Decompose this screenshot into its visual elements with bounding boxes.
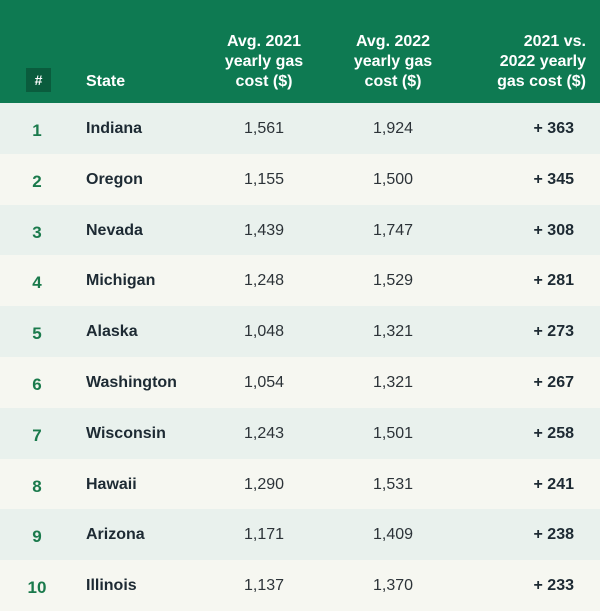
- change: + 308: [533, 221, 574, 239]
- table-header: # State Avg. 2021 yearly gas cost ($) Av…: [0, 0, 600, 103]
- cost-2021: 1,561: [243, 120, 285, 137]
- header-change: 2021 vs. 2022 yearly gas cost ($): [497, 33, 586, 90]
- rank: 8: [32, 476, 42, 496]
- cost-2021: 1,137: [243, 577, 285, 595]
- rank: 10: [27, 578, 47, 598]
- header-2021: Avg. 2021 yearly gas cost ($): [224, 33, 304, 90]
- table-row: 5 Alaska 1,048 1,321 + 273: [0, 306, 600, 358]
- cost-2021: 1,171: [243, 526, 285, 544]
- state: Alaska: [86, 323, 138, 341]
- table-row: 6 Washington 1,054 1,321 + 267: [0, 357, 600, 408]
- change: + 273: [533, 323, 574, 341]
- cost-2022: 1,529: [372, 272, 414, 290]
- change: + 363: [533, 120, 574, 137]
- change: + 258: [533, 424, 574, 442]
- rank: 4: [32, 273, 42, 293]
- cost-2022: 1,321: [372, 323, 414, 341]
- header-rank: #: [26, 68, 51, 92]
- change: + 241: [533, 475, 574, 493]
- state: Washington: [86, 374, 177, 391]
- change: + 281: [533, 272, 574, 290]
- state: Oregon: [86, 170, 143, 188]
- cost-2022: 1,370: [372, 577, 414, 595]
- rank: 9: [32, 527, 42, 547]
- cost-2022: 1,500: [372, 170, 414, 188]
- state: Indiana: [86, 120, 143, 137]
- cost-2022: 1,531: [372, 475, 414, 493]
- cost-2021: 1,048: [243, 323, 285, 341]
- rank: 2: [32, 171, 42, 191]
- table-row: 7 Wisconsin 1,243 1,501 + 258: [0, 407, 600, 459]
- rank: 6: [32, 375, 42, 394]
- cost-2021: 1,155: [243, 170, 285, 188]
- cost-2022: 1,747: [372, 221, 414, 239]
- state: Michigan: [86, 272, 156, 290]
- cost-2022: 1,924: [372, 120, 414, 137]
- change: + 238: [533, 526, 574, 544]
- table-row: 2 Oregon 1,155 1,500 + 345: [0, 153, 600, 205]
- change: + 345: [533, 170, 574, 188]
- table-row: 9 Arizona 1,171 1,409 + 238: [0, 509, 600, 561]
- cost-2021: 1,248: [243, 272, 285, 290]
- cost-2022: 1,321: [372, 374, 414, 391]
- header-state: State: [86, 73, 126, 90]
- state: Wisconsin: [86, 424, 166, 442]
- header-2022: Avg. 2022 yearly gas cost ($): [353, 33, 433, 90]
- state: Arizona: [86, 526, 145, 544]
- rank: 7: [32, 425, 42, 445]
- table-row: 4 Michigan 1,248 1,529 + 281: [0, 255, 600, 307]
- cost-2021: 1,290: [243, 475, 285, 493]
- table-row: 3 Nevada 1,439 1,747 + 308: [0, 204, 600, 256]
- cost-2022: 1,409: [372, 526, 414, 544]
- rank: 3: [32, 222, 42, 242]
- change: + 267: [533, 374, 574, 391]
- rank: 5: [32, 324, 42, 344]
- cost-2021: 1,439: [243, 221, 285, 239]
- table-row: 10 Illinois 1,137 1,370 + 233: [0, 560, 600, 612]
- state: Illinois: [86, 577, 137, 595]
- cost-2021: 1,054: [243, 374, 285, 391]
- state: Nevada: [86, 221, 143, 239]
- table-row: 8 Hawaii 1,290 1,531 + 241: [0, 458, 600, 510]
- rank: 1: [32, 121, 42, 140]
- cost-2021: 1,243: [243, 424, 285, 442]
- table-row: 1 Indiana 1,561 1,924 + 363: [0, 103, 600, 154]
- change: + 233: [533, 577, 574, 595]
- state: Hawaii: [86, 475, 137, 493]
- cost-2022: 1,501: [372, 424, 414, 442]
